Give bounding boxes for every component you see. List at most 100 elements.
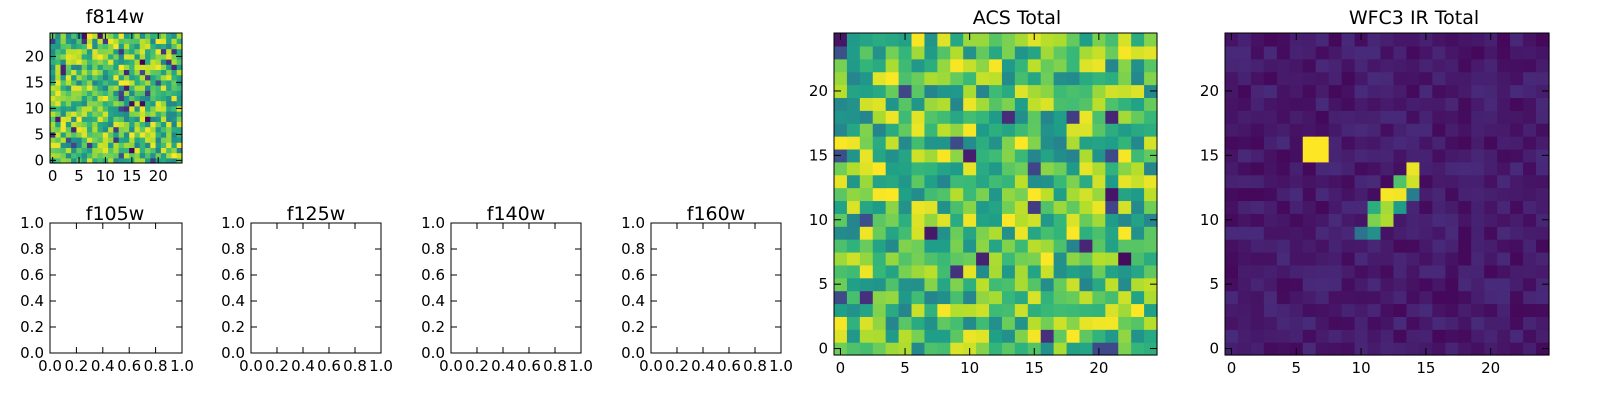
heatmap-cell — [1027, 329, 1042, 343]
heatmap-cell — [97, 131, 104, 138]
heatmap-cell — [1237, 303, 1252, 317]
heatmap-cell — [1237, 45, 1252, 60]
heatmap-cell — [1419, 329, 1433, 343]
heatmap-cell — [134, 59, 141, 65]
heatmap-cell — [134, 69, 141, 76]
heatmap-cell — [160, 126, 167, 133]
heatmap-cell — [50, 95, 56, 102]
heatmap-cell — [155, 100, 162, 107]
heatmap-cell — [65, 111, 72, 117]
heatmap-cell — [145, 53, 151, 60]
heatmap-cell — [65, 74, 72, 81]
heatmap-cell — [171, 69, 178, 76]
heatmap-cell — [102, 100, 109, 107]
heatmap-cell — [924, 342, 938, 356]
heatmap-cell — [1079, 58, 1093, 73]
heatmap-cell — [150, 137, 157, 143]
heatmap-cell — [160, 95, 167, 102]
heatmap-cell — [1263, 213, 1278, 227]
heatmap-cell — [1445, 33, 1459, 47]
heatmap-cell — [171, 116, 178, 122]
heatmap-cell — [1497, 136, 1511, 150]
heatmap-cell — [885, 213, 900, 227]
heatmap-cell — [129, 100, 136, 107]
heatmap-cell — [65, 131, 72, 138]
heatmap-cell — [1458, 200, 1472, 214]
heatmap-cell — [898, 277, 913, 292]
heatmap-cell — [976, 123, 990, 137]
heatmap-cell — [1066, 58, 1081, 73]
heatmap-cell — [1001, 342, 1016, 356]
y-tick-label: 0 — [1209, 340, 1219, 358]
heatmap-cell — [97, 147, 104, 154]
heatmap-cell — [1092, 251, 1106, 266]
heatmap-cell — [1001, 303, 1016, 317]
heatmap-cell — [1131, 303, 1145, 317]
heatmap-cell — [859, 123, 874, 137]
heatmap-cell — [1131, 239, 1145, 253]
heatmap-cell — [989, 45, 1003, 60]
heatmap-cell — [60, 74, 67, 81]
y-tick-label: 1.0 — [421, 214, 445, 232]
heatmap-cell — [885, 58, 900, 73]
y-tick-label: 0.2 — [221, 318, 245, 336]
heatmap-cell — [1406, 58, 1420, 73]
heatmap-cell — [976, 239, 990, 253]
heatmap-cell — [1250, 200, 1265, 214]
heatmap-cell — [963, 71, 977, 86]
y-tick-label: 0.6 — [221, 266, 245, 284]
heatmap-cell — [123, 111, 130, 117]
heatmap-cell — [108, 48, 114, 55]
heatmap-cell — [950, 110, 964, 124]
heatmap-cell — [92, 90, 99, 96]
heatmap-cell — [97, 33, 104, 39]
heatmap-cell — [176, 69, 183, 76]
heatmap-cell — [898, 84, 913, 98]
heatmap-cell — [1432, 226, 1446, 240]
heatmap-cell — [118, 48, 125, 55]
heatmap-cell — [1328, 123, 1343, 137]
heatmap-cell — [1471, 45, 1485, 60]
heatmap-cell — [171, 137, 178, 143]
heatmap-cell — [1484, 174, 1498, 189]
heatmap-cell — [65, 126, 72, 133]
heatmap-cell — [1523, 251, 1537, 266]
heatmap-cell — [1053, 316, 1068, 330]
heatmap-cell — [1393, 290, 1408, 305]
heatmap-cell — [950, 58, 964, 73]
heatmap-cell — [65, 48, 72, 55]
heatmap-cell — [1263, 342, 1278, 356]
x-tick-label: 15 — [1416, 359, 1435, 377]
heatmap-cell — [113, 142, 120, 148]
heatmap-cell — [1144, 123, 1158, 137]
heatmap-cell — [1536, 264, 1550, 279]
heatmap-cell — [92, 74, 99, 81]
heatmap-cell — [1354, 136, 1369, 150]
heatmap-cell — [71, 85, 77, 91]
heatmap-cell — [71, 131, 77, 138]
heatmap-cell — [65, 157, 72, 164]
heatmap-cell — [139, 137, 146, 143]
heatmap-cell — [1536, 316, 1550, 330]
heatmap-cell — [1027, 316, 1042, 330]
heatmap-cell — [1380, 329, 1395, 343]
heatmap-cell — [1302, 84, 1317, 98]
heatmap-cell — [1289, 213, 1304, 227]
heatmap-cell — [65, 79, 72, 86]
heatmap-cell — [950, 303, 964, 317]
heatmap-cell — [1079, 342, 1093, 356]
heatmap-cell — [1237, 329, 1252, 343]
heatmap-cell — [92, 131, 99, 138]
heatmap-cell — [155, 131, 162, 138]
heatmap-cell — [1066, 290, 1081, 305]
heatmap-cell — [950, 239, 964, 253]
heatmap-cell — [113, 48, 120, 55]
heatmap-cell — [118, 64, 125, 70]
panel-wfc3-ir-total: WFC3 IR Total — [1349, 7, 1479, 29]
heatmap-cell — [134, 38, 141, 44]
heatmap-cell — [1497, 200, 1511, 214]
heatmap-cell — [129, 79, 136, 86]
heatmap-cell — [1380, 33, 1395, 47]
heatmap-cell — [71, 59, 77, 65]
heatmap-cell — [139, 121, 146, 128]
